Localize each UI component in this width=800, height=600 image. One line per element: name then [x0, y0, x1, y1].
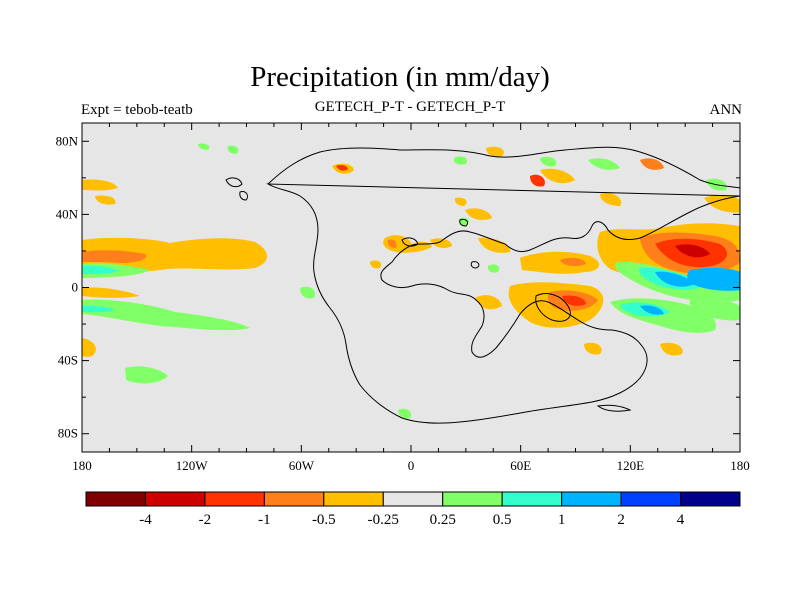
anomaly-region: [95, 195, 116, 205]
lon-tick-label: 120W: [176, 458, 209, 473]
anomaly-region: [82, 250, 147, 263]
colorbar-label: 0.25: [430, 512, 456, 528]
colorbar-swatch: [442, 491, 503, 507]
anomaly-region: [370, 260, 382, 269]
colorbar-swatch: [204, 491, 265, 507]
map-background: [82, 123, 740, 452]
anomaly-region: [600, 192, 622, 206]
colorbar-swatch: [561, 491, 622, 507]
anomaly-region: [640, 305, 664, 315]
anomaly-region: [454, 197, 467, 206]
comparison-label: GETECH_P-T - GETECH_P-T: [314, 99, 506, 115]
coastline-island: [225, 177, 243, 188]
anomaly-region: [588, 158, 620, 170]
anomaly-region: [562, 295, 586, 306]
colorbar-swatch: [680, 491, 741, 507]
colorbar-label: -0.25: [368, 512, 399, 528]
lon-tick-label: 0: [408, 458, 415, 473]
colorbar-label: -4: [139, 512, 152, 528]
lon-tick-label: 60E: [510, 458, 531, 473]
season-label: ANN: [709, 102, 743, 118]
anomaly-region: [82, 287, 140, 298]
anomaly-region: [398, 408, 412, 419]
anomaly-region: [465, 208, 492, 220]
anomaly-region: [540, 156, 557, 167]
anomaly-region: [655, 271, 695, 287]
lat-tick-label: 80N: [56, 133, 79, 148]
anomaly-region: [82, 305, 115, 313]
anomaly-region: [383, 235, 432, 253]
anomaly-region: [560, 257, 586, 267]
lat-tick-label: 0: [72, 280, 79, 295]
anomaly-region: [82, 265, 120, 274]
anomaly-region: [640, 158, 664, 170]
anomaly-region: [82, 299, 250, 331]
colorbar-label: 0.5: [493, 512, 512, 528]
colorbar-swatch: [144, 491, 206, 507]
colorbar-swatch: [263, 491, 325, 507]
lat-tick-label: 40S: [58, 353, 78, 368]
anomaly-region: [478, 237, 511, 253]
coastline-island: [470, 261, 480, 269]
anomaly-region: [487, 264, 500, 273]
anomaly-region: [689, 298, 740, 321]
anomaly-region: [227, 145, 239, 154]
colorbar-swatch: [501, 491, 563, 507]
coastline-island: [239, 191, 249, 201]
coastline-island: [596, 404, 632, 412]
anomaly-field: [82, 143, 740, 419]
colorbar-swatch: [85, 491, 146, 507]
anomaly-region: [430, 238, 452, 248]
colorbar-label: 2: [617, 512, 625, 528]
map-title: Precipitation (in mm/day): [250, 61, 550, 93]
lon-tick-label: 180: [730, 458, 750, 473]
anomaly-region: [486, 146, 504, 157]
anomaly-region: [540, 168, 575, 184]
anomaly-region: [520, 251, 600, 274]
anomaly-region: [704, 194, 740, 213]
coastline-island: [401, 237, 419, 247]
colorbar-label: -0.5: [312, 512, 336, 528]
anomaly-region: [453, 156, 468, 165]
anomaly-region: [530, 174, 545, 187]
lat-tick-label: 40N: [56, 206, 79, 221]
colorbar-swatch: [620, 491, 682, 507]
coastline-continent: [266, 146, 740, 424]
colorbar-swatch: [323, 491, 384, 507]
anomaly-region: [336, 165, 348, 171]
lon-tick-label: 60W: [289, 458, 315, 473]
lat-tick-label: 80S: [58, 426, 78, 441]
colorbar-label: -1: [258, 512, 271, 528]
anomaly-region: [584, 342, 602, 355]
experiment-label: Expt = tebob-teatb: [81, 102, 193, 118]
coastlines: [225, 146, 740, 424]
anomaly-region: [675, 244, 710, 258]
anomaly-region: [125, 366, 168, 384]
colorbar: -4 -2 -1 -0.5 -0.25 0.25 0.5 1 2 4: [85, 491, 741, 528]
lon-tick-label: 180: [72, 458, 92, 473]
anomaly-region: [300, 286, 316, 299]
anomaly-region: [198, 143, 210, 150]
colorbar-label: 4: [677, 512, 685, 528]
anomaly-region: [387, 239, 397, 248]
anomaly-region: [687, 267, 740, 291]
coastline-island: [535, 293, 571, 322]
lon-tick-label: 120E: [617, 458, 645, 473]
colorbar-label: 1: [558, 512, 566, 528]
coastline-island: [459, 219, 469, 227]
axis-ticks: 180 120W 60W 0 60E 120E 180 80N 40N 0 40S 80S: [56, 123, 750, 473]
anomaly-region: [82, 338, 96, 357]
colorbar-swatch: [382, 491, 444, 507]
colorbar-label: -2: [199, 512, 212, 528]
anomaly-region: [660, 342, 683, 356]
anomaly-region: [82, 179, 118, 191]
